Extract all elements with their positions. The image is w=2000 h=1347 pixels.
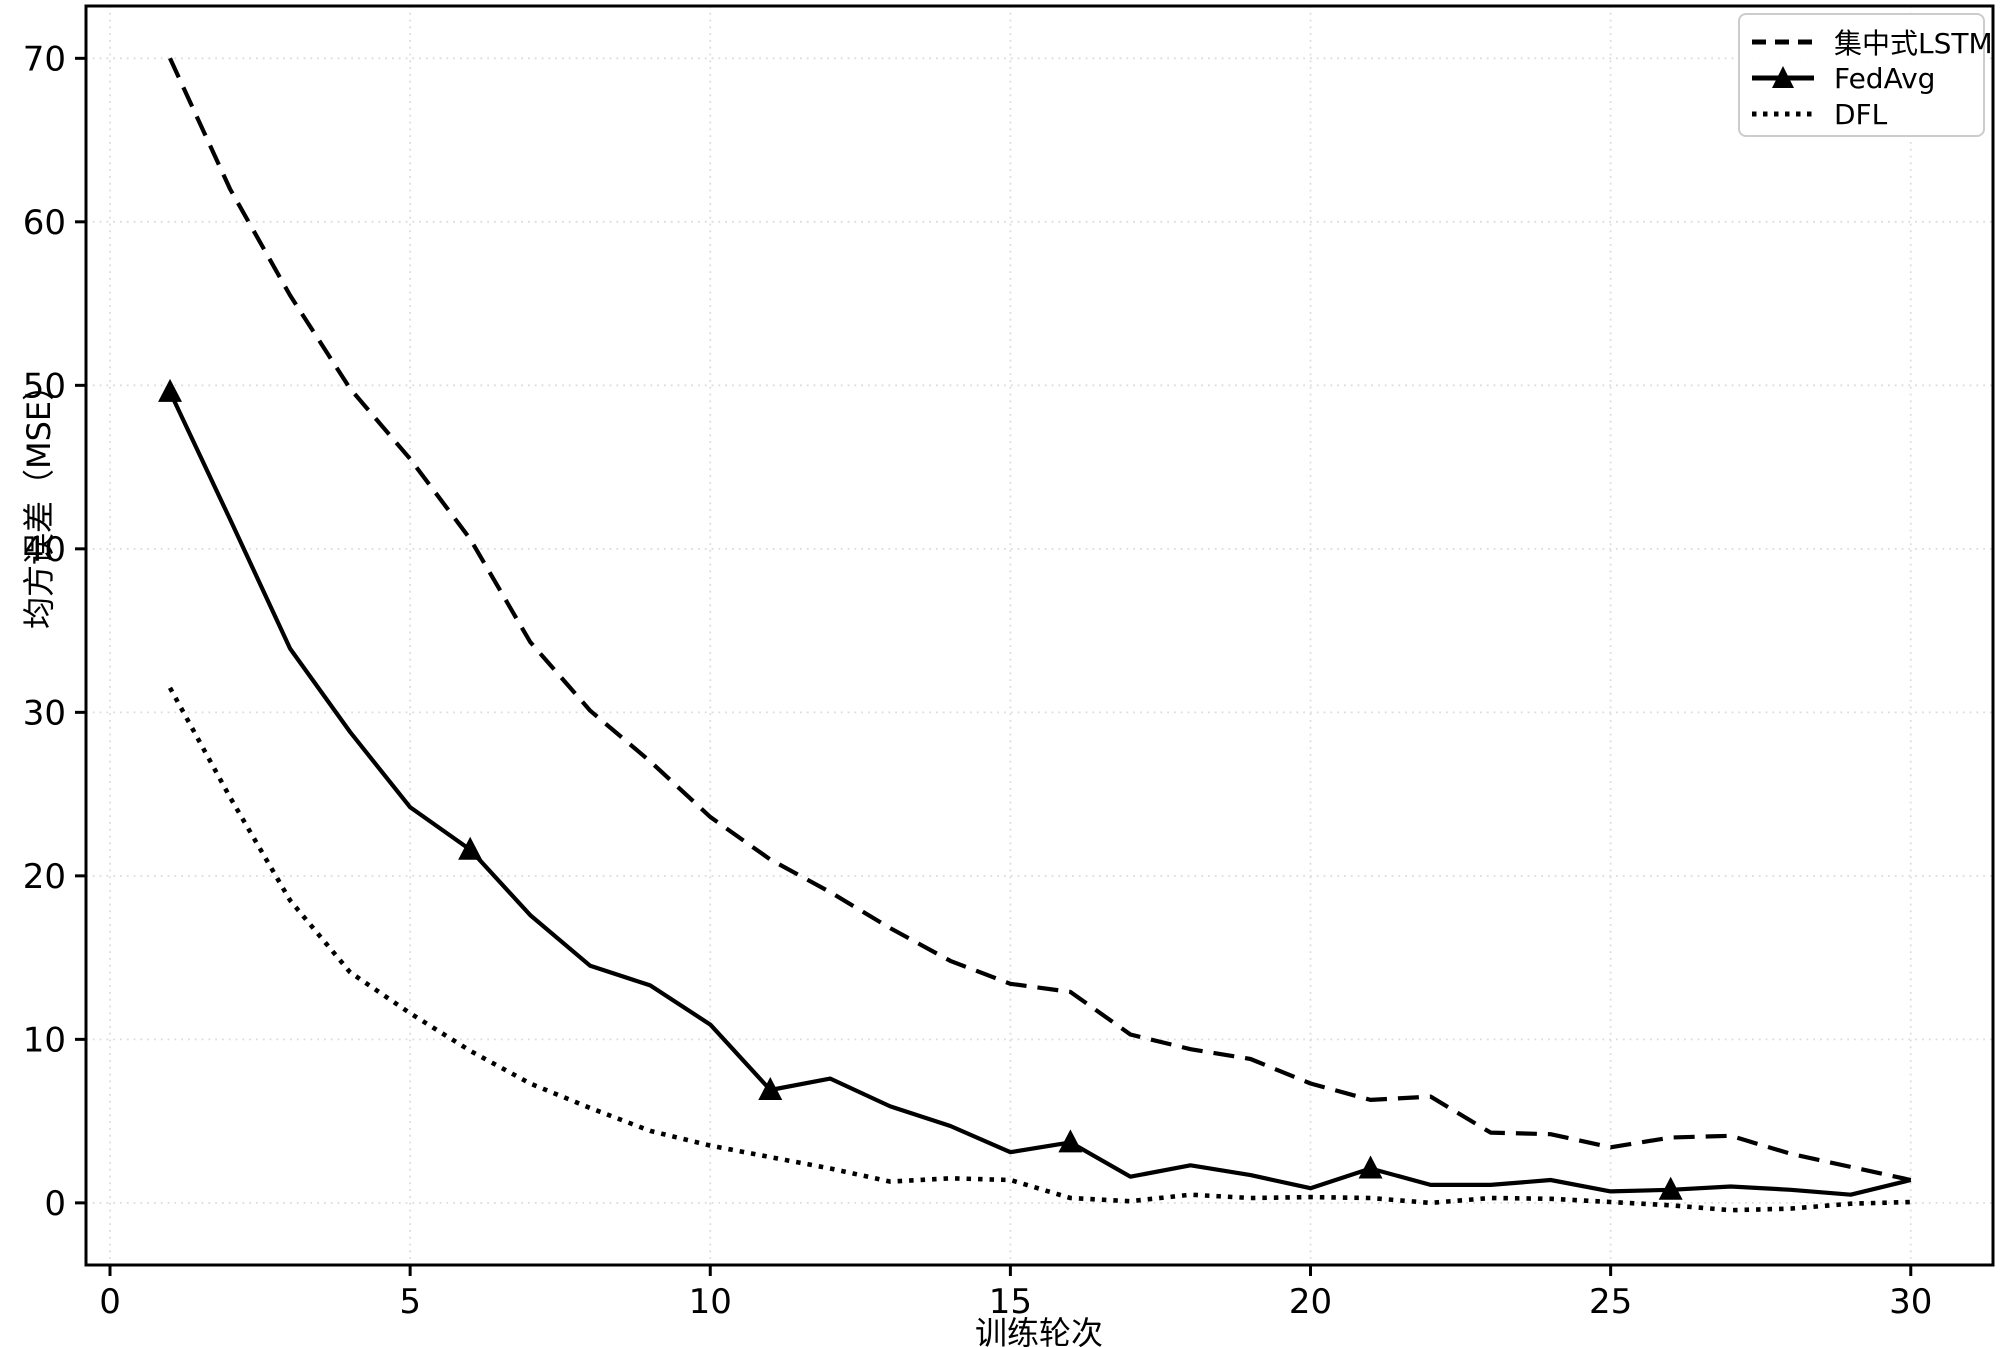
y-tick-label-10: 10 (23, 1020, 66, 1060)
triangle-line-icon (1752, 66, 1814, 88)
x-tick-label-20: 20 (1289, 1282, 1332, 1322)
dashed-line-icon (1752, 39, 1814, 45)
x-axis-title: 训练轮次 (974, 1314, 1104, 1347)
series-fedavg (158, 378, 1912, 1200)
plot-border (84, 4, 1995, 1267)
x-tick-label-30: 30 (1889, 1282, 1932, 1322)
y-tick-label-70: 70 (23, 39, 66, 79)
x-tick-label-15: 15 (989, 1282, 1032, 1322)
triangle-marker (458, 836, 483, 860)
dotted-line-icon (1752, 111, 1814, 117)
axis-ticks: 0 5 10 15 20 25 30 0 10 20 30 40 50 60 70 (23, 39, 1933, 1322)
triangle-marker (758, 1077, 783, 1101)
legend-label: 集中式LSTM (1834, 27, 1993, 60)
legend-item-dfl: DFL (1752, 95, 1887, 133)
y-tick-label-0: 0 (44, 1184, 66, 1224)
y-tick-label-20: 20 (23, 857, 66, 897)
gridlines (86, 6, 1993, 1265)
x-tick-label-10: 10 (689, 1282, 732, 1322)
series-centralized-lstm (168, 57, 1912, 1183)
y-tick-label-40: 40 (23, 530, 66, 570)
legend-label: DFL (1834, 97, 1888, 131)
triangle-marker (1058, 1129, 1083, 1153)
series-line (168, 57, 1912, 1183)
legend-item-centralized-lstm: 集中式LSTM (1752, 23, 1993, 61)
y-tick-label-50: 50 (23, 366, 66, 406)
legend: 集中式LSTM FedAvg DFL (1738, 13, 1993, 137)
x-tick-label-5: 5 (399, 1282, 421, 1322)
triangle-marker (158, 378, 183, 402)
triangle-marker (1358, 1155, 1383, 1179)
series-line (167, 686, 1911, 1213)
y-tick-label-30: 30 (23, 693, 66, 733)
series-line (168, 391, 1912, 1197)
legend-item-fedavg: FedAvg (1752, 59, 1935, 97)
legend-label: FedAvg (1834, 61, 1936, 95)
x-tick-label-0: 0 (99, 1282, 121, 1322)
series-dfl (167, 686, 1911, 1213)
triangle-marker (1658, 1176, 1683, 1200)
y-tick-label-60: 60 (23, 203, 66, 243)
y-axis-title: 均方误差（MSE） (20, 368, 58, 629)
x-tick-label-25: 25 (1589, 1282, 1632, 1322)
